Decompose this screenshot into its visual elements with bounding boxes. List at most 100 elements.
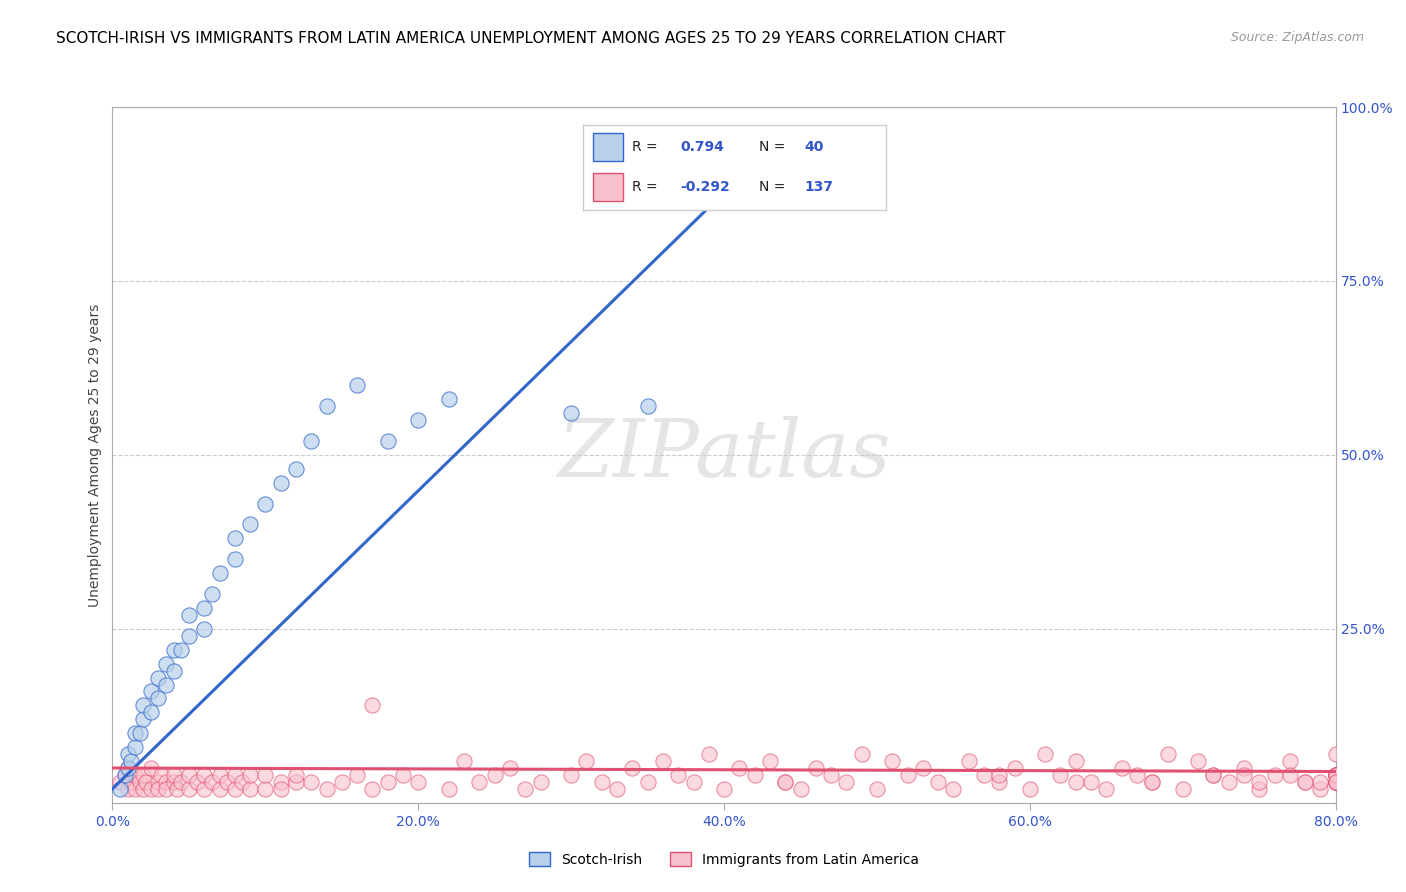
Point <box>575 754 598 768</box>
Point <box>170 642 193 657</box>
Point <box>239 768 262 782</box>
Point <box>759 754 782 768</box>
Point <box>1278 754 1301 768</box>
Point <box>193 781 215 796</box>
Point <box>1324 768 1347 782</box>
Point <box>270 475 292 490</box>
Point <box>468 775 491 789</box>
Point <box>637 399 659 413</box>
Point <box>224 768 246 782</box>
Point <box>897 768 920 782</box>
Point <box>1324 775 1347 789</box>
Point <box>120 775 142 789</box>
Point <box>377 434 399 448</box>
Point <box>1324 768 1347 782</box>
Point <box>1264 768 1286 782</box>
Point <box>155 775 177 789</box>
Point <box>129 775 152 789</box>
Point <box>361 781 384 796</box>
Point <box>1309 775 1331 789</box>
Point <box>682 775 704 789</box>
Point <box>560 768 582 782</box>
Point <box>135 775 157 789</box>
Point <box>299 775 322 789</box>
Point <box>346 378 368 392</box>
Point <box>1324 775 1347 789</box>
Text: R =: R = <box>631 180 662 194</box>
Point <box>437 392 460 407</box>
Point <box>484 768 506 782</box>
Point <box>1202 768 1225 782</box>
Point <box>1324 768 1347 782</box>
Point <box>163 642 186 657</box>
Point <box>1324 775 1347 789</box>
Point <box>1004 761 1026 775</box>
Point <box>408 775 430 789</box>
Point <box>139 684 162 698</box>
Point <box>1324 768 1347 782</box>
Point <box>652 754 675 768</box>
Point <box>315 781 337 796</box>
Point <box>117 781 139 796</box>
Point <box>315 399 337 413</box>
Point <box>224 532 246 546</box>
Text: ZIPatlas: ZIPatlas <box>557 417 891 493</box>
Point <box>124 740 146 755</box>
Text: N =: N = <box>759 140 790 154</box>
Point <box>866 781 889 796</box>
Point <box>1324 775 1347 789</box>
Point <box>148 781 170 796</box>
Point <box>186 775 208 789</box>
Point <box>911 761 934 775</box>
Point <box>177 768 200 782</box>
Point <box>150 768 173 782</box>
Point <box>666 768 689 782</box>
Y-axis label: Unemployment Among Ages 25 to 29 years: Unemployment Among Ages 25 to 29 years <box>89 303 103 607</box>
Point <box>728 761 751 775</box>
Point <box>775 775 797 789</box>
Point <box>224 552 246 566</box>
Point <box>1294 775 1316 789</box>
Point <box>117 761 139 775</box>
Point <box>129 726 152 740</box>
Point <box>117 761 139 775</box>
Point <box>155 657 177 671</box>
Point <box>108 781 131 796</box>
Point <box>1126 768 1149 782</box>
Point <box>804 761 827 775</box>
Point <box>163 775 186 789</box>
Point <box>132 712 155 726</box>
Point <box>1156 747 1178 761</box>
Point <box>330 775 353 789</box>
Point <box>239 781 262 796</box>
Point <box>1249 775 1271 789</box>
Point <box>254 768 277 782</box>
Point <box>166 781 188 796</box>
Point <box>139 781 162 796</box>
Point <box>789 781 811 796</box>
Text: SCOTCH-IRISH VS IMMIGRANTS FROM LATIN AMERICA UNEMPLOYMENT AMONG AGES 25 TO 29 Y: SCOTCH-IRISH VS IMMIGRANTS FROM LATIN AM… <box>56 31 1005 46</box>
Point <box>177 629 200 643</box>
Point <box>217 775 239 789</box>
Point <box>851 747 873 761</box>
Point <box>1142 775 1164 789</box>
Bar <box>592 134 623 161</box>
Point <box>942 781 965 796</box>
Point <box>1324 775 1347 789</box>
Point <box>744 768 766 782</box>
Text: Source: ZipAtlas.com: Source: ZipAtlas.com <box>1230 31 1364 45</box>
Point <box>1233 761 1256 775</box>
Legend: Scotch-Irish, Immigrants from Latin America: Scotch-Irish, Immigrants from Latin Amer… <box>523 847 925 872</box>
Point <box>621 761 644 775</box>
Point <box>988 775 1011 789</box>
Point <box>666 128 689 142</box>
Point <box>1324 768 1347 782</box>
Text: N =: N = <box>759 180 790 194</box>
Point <box>1278 768 1301 782</box>
Point <box>530 775 553 789</box>
Point <box>1309 781 1331 796</box>
Point <box>114 768 136 782</box>
Point <box>515 781 537 796</box>
Point <box>208 768 231 782</box>
Point <box>270 781 292 796</box>
